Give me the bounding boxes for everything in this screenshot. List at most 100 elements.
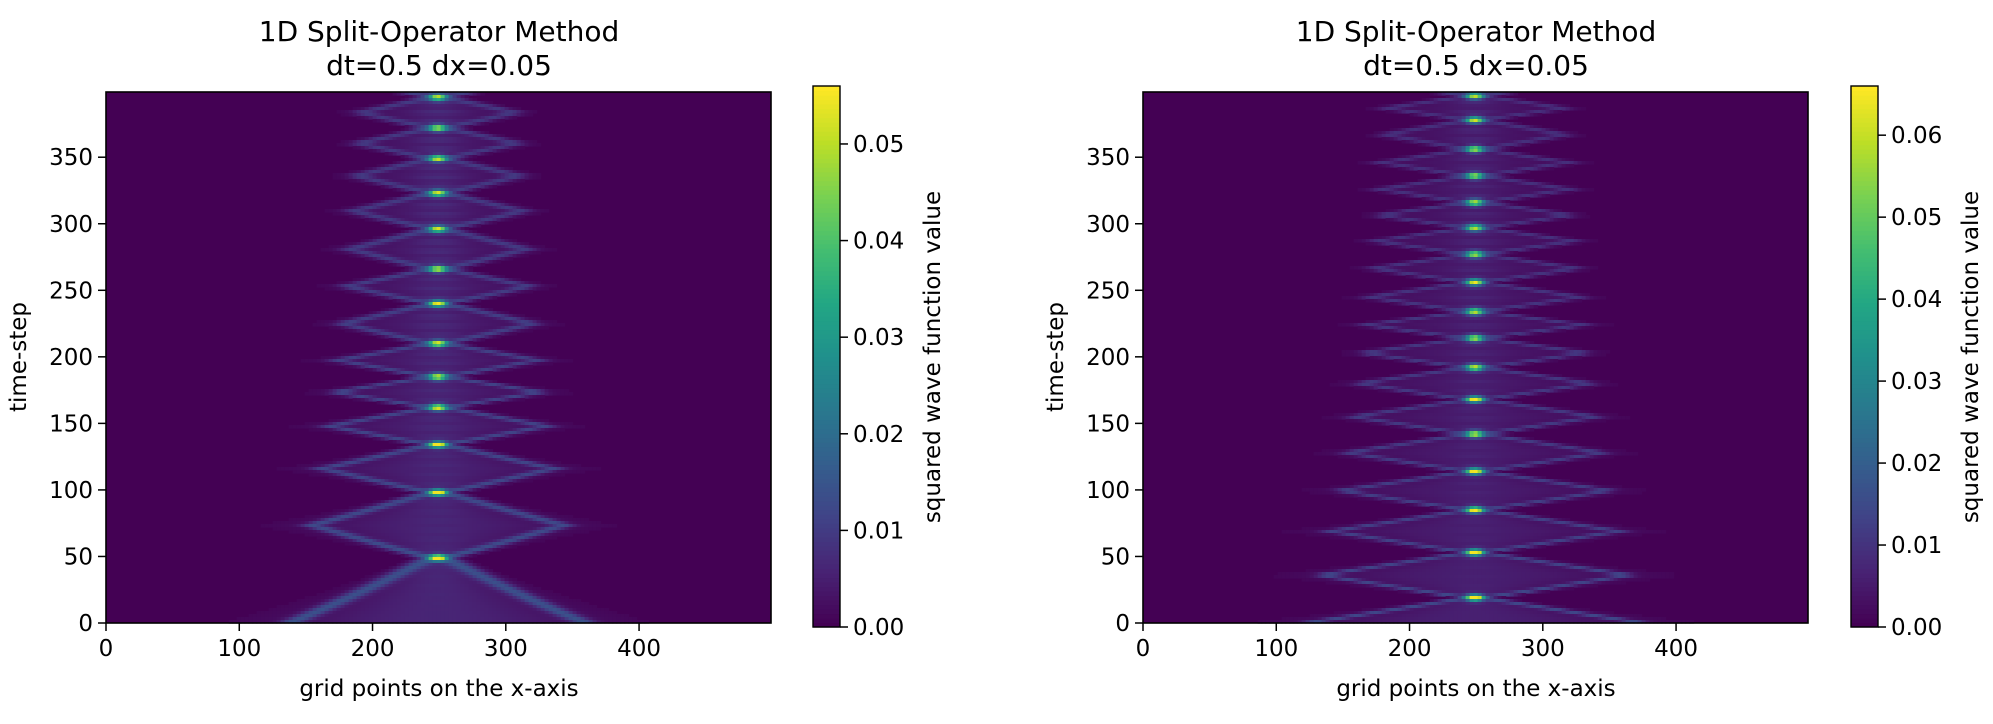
heatmap-cell: [340, 110, 346, 114]
heatmap-cell: [484, 176, 490, 180]
heatmap-cell: [492, 329, 498, 333]
heatmap-cell: [472, 146, 478, 150]
heatmap-cell: [408, 272, 414, 276]
heatmap-cell: [416, 335, 422, 339]
heatmap-cell: [376, 140, 382, 144]
heatmap-cell: [520, 425, 526, 429]
heatmap-cell: [464, 272, 470, 276]
heatmap-cell: [432, 218, 438, 222]
heatmap-cell: [408, 449, 414, 453]
heatmap-cell: [460, 227, 466, 231]
heatmap-cell: [348, 287, 354, 291]
heatmap-cell: [520, 473, 526, 477]
chart-title: 1D Split-Operator Method: [259, 15, 620, 48]
heatmap-cell: [424, 362, 430, 366]
heatmap-cell: [384, 368, 390, 372]
heatmap-cell: [460, 395, 466, 399]
heatmap-cell: [392, 143, 398, 147]
heatmap-cell: [544, 470, 550, 474]
heatmap-cell: [420, 344, 426, 348]
heatmap-cell: [416, 398, 422, 402]
heatmap-cell: [412, 230, 418, 234]
heatmap-cell: [460, 458, 466, 462]
heatmap-cell: [320, 389, 326, 393]
heatmap-cell: [408, 407, 414, 411]
heatmap-cell: [412, 125, 418, 129]
heatmap-cell: [540, 359, 546, 363]
heatmap-cell: [468, 260, 474, 264]
heatmap-cell: [452, 440, 458, 444]
heatmap-cell: [436, 125, 442, 129]
heatmap-cell: [392, 392, 398, 396]
heatmap-cell: [488, 434, 494, 438]
heatmap-cell: [436, 413, 442, 417]
heatmap-cell: [348, 176, 354, 180]
heatmap-cell: [384, 182, 390, 186]
heatmap-cell: [460, 371, 466, 375]
heatmap-cell: [484, 410, 490, 414]
heatmap-cell: [396, 299, 402, 303]
heatmap-cell: [464, 458, 470, 462]
heatmap-cell: [396, 344, 402, 348]
heatmap-cell: [436, 245, 442, 249]
heatmap-cell: [396, 146, 402, 150]
heatmap-cell: [412, 311, 418, 315]
heatmap-cell: [396, 317, 402, 321]
heatmap-cell: [444, 362, 450, 366]
heatmap-cell: [440, 341, 446, 345]
heatmap-cell: [540, 395, 546, 399]
heatmap-cell: [384, 287, 390, 291]
heatmap-cell: [424, 473, 430, 477]
heatmap-cell: [496, 179, 502, 183]
heatmap-cell: [484, 290, 490, 294]
heatmap-cell: [432, 227, 438, 231]
heatmap-cell: [444, 149, 450, 153]
heatmap-cell: [464, 275, 470, 279]
heatmap-cell: [468, 329, 474, 333]
heatmap-cell: [520, 143, 526, 147]
heatmap-cell: [544, 326, 550, 330]
heatmap-cell: [452, 293, 458, 297]
heatmap-cell: [396, 395, 402, 399]
heatmap-cell: [416, 218, 422, 222]
heatmap-cell: [380, 398, 386, 402]
heatmap-cell: [404, 434, 410, 438]
heatmap-cell: [380, 473, 386, 477]
heatmap-cell: [496, 452, 502, 456]
heatmap-cell: [360, 140, 366, 144]
heatmap-cell: [444, 224, 450, 228]
heatmap-cell: [420, 236, 426, 240]
heatmap-cell: [392, 359, 398, 363]
heatmap-cell: [376, 326, 382, 330]
heatmap-cell: [388, 260, 394, 264]
heatmap-cell: [516, 206, 522, 210]
heatmap-cell: [500, 350, 506, 354]
heatmap-cell: [436, 179, 442, 183]
heatmap-cell: [420, 113, 426, 117]
heatmap-cell: [512, 146, 518, 150]
heatmap-cell: [536, 209, 542, 213]
heatmap-cell: [436, 221, 442, 225]
heatmap-cell: [468, 194, 474, 198]
heatmap-cell: [404, 110, 410, 114]
heatmap-cell: [472, 143, 478, 147]
heatmap-cell: [332, 173, 338, 177]
heatmap-cell: [420, 338, 426, 342]
heatmap-cell: [368, 461, 374, 465]
heatmap-cell: [528, 326, 534, 330]
heatmap-cell: [416, 449, 422, 453]
heatmap-cell: [424, 317, 430, 321]
heatmap-cell: [400, 314, 406, 318]
heatmap-cell: [484, 332, 490, 336]
heatmap-cell: [372, 254, 378, 258]
heatmap-cell: [412, 179, 418, 183]
heatmap-cell: [388, 425, 394, 429]
heatmap-cell: [396, 161, 402, 165]
heatmap-cell: [412, 137, 418, 141]
heatmap-cell: [460, 92, 466, 96]
heatmap-cell: [488, 476, 494, 480]
heatmap-cell: [576, 470, 582, 474]
heatmap-cell: [476, 461, 482, 465]
heatmap-cell: [356, 287, 362, 291]
heatmap-cell: [476, 161, 482, 165]
